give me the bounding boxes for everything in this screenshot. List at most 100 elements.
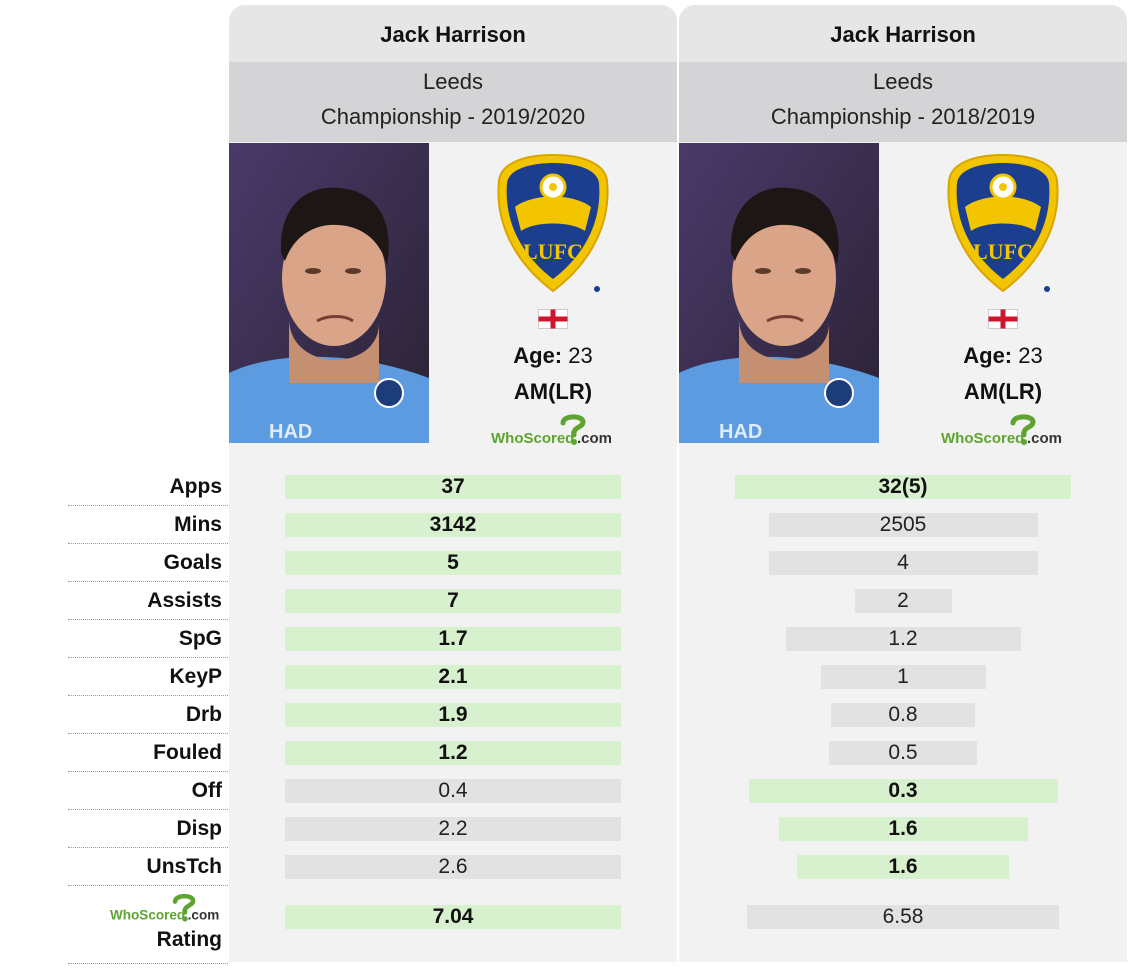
whoscored-logo-icon: WhoScored .com	[491, 413, 615, 447]
player-name[interactable]: Jack Harrison	[229, 5, 677, 62]
stat-bar	[821, 665, 986, 689]
stat-row-assists: 2	[679, 582, 1127, 620]
stat-bar	[285, 589, 621, 613]
team-name[interactable]: Leeds	[873, 69, 933, 94]
stat-label-apps[interactable]: Apps	[169, 475, 223, 498]
stat-value: 1.9	[438, 703, 468, 726]
stat-row-unstch: 2.6	[229, 848, 677, 886]
svg-text:.com: .com	[1027, 430, 1062, 447]
stat-label-drb[interactable]: Drb	[185, 703, 222, 726]
stat-value: 2505	[879, 513, 927, 536]
age-label: Age:	[963, 343, 1013, 368]
stat-label-spg[interactable]: SpG	[178, 627, 222, 650]
stat-row-goals: 4	[679, 544, 1127, 582]
stat-bar	[786, 627, 1021, 651]
svg-text:LUFC: LUFC	[523, 239, 583, 264]
stat-label-row: Assists	[68, 582, 228, 620]
player-info: LUFC Age: 23 AM(LR) WhoScored .com	[879, 143, 1127, 447]
stat-value: 0.8	[888, 703, 918, 726]
stat-row-rating: 7.04	[229, 886, 677, 962]
stat-row-drb: 0.8	[679, 696, 1127, 734]
stat-bar	[735, 475, 1071, 499]
competition-season: Championship - 2019/2020	[320, 104, 586, 129]
stat-row-apps: 32(5)	[679, 468, 1127, 506]
stat-value: 5	[447, 551, 459, 574]
player-photo: HAD	[229, 143, 429, 443]
svg-text:WhoScored: WhoScored	[941, 430, 1024, 447]
whoscored-logo-icon: WhoScored .com	[941, 413, 1065, 447]
stat-label-off[interactable]: Off	[191, 779, 222, 802]
stat-value: 6.58	[882, 905, 924, 928]
england-flag-icon	[538, 309, 568, 329]
stat-label-assists[interactable]: Assists	[147, 589, 222, 612]
stat-row-mins: 3142	[229, 506, 677, 544]
team-name[interactable]: Leeds	[423, 69, 483, 94]
age-value: 23	[1018, 343, 1043, 368]
stat-bar	[285, 665, 621, 689]
stat-label-goals[interactable]: Goals	[163, 551, 222, 574]
stat-row-spg: 1.7	[229, 620, 677, 658]
stat-bar	[855, 589, 952, 613]
stat-row-disp: 1.6	[679, 810, 1127, 848]
stat-bar	[285, 905, 621, 929]
player-name[interactable]: Jack Harrison	[679, 5, 1127, 62]
stat-label-row: Drb	[68, 696, 228, 734]
stat-value: 2.1	[438, 665, 468, 688]
svg-text:HAD: HAD	[269, 421, 312, 443]
stat-row-off: 0.3	[679, 772, 1127, 810]
stat-row-keyp: 2.1	[229, 658, 677, 696]
svg-text:WhoScored: WhoScored	[110, 908, 185, 923]
stat-label-row: UnsTch	[68, 848, 228, 886]
stat-value: 7.04	[432, 905, 474, 928]
stat-value: 1.2	[438, 741, 468, 764]
stat-row-rating: 6.58	[679, 886, 1127, 962]
stat-bar	[285, 703, 621, 727]
stat-value: 2.2	[438, 817, 468, 840]
leeds-crest-icon[interactable]: LUFC	[493, 151, 613, 299]
player-card: HAD LUFC Age: 23 AM(LR) WhoScored .com	[679, 143, 1127, 447]
stat-bar	[285, 817, 621, 841]
player-position: AM(LR)	[963, 379, 1043, 404]
player-card: HAD LUFC Age: 23 AM(LR) WhoScored .com	[229, 143, 677, 447]
svg-text:HAD: HAD	[719, 421, 762, 443]
stat-row-assists: 7	[229, 582, 677, 620]
leeds-crest-icon[interactable]: LUFC	[943, 151, 1063, 299]
stat-label-row: Fouled	[68, 734, 228, 772]
player-photo: HAD	[679, 143, 879, 443]
england-flag-icon	[988, 309, 1018, 329]
stat-label-mins[interactable]: Mins	[174, 513, 222, 536]
stat-label-disp[interactable]: Disp	[176, 817, 222, 840]
stat-value: 1.7	[438, 627, 468, 650]
stat-label-unstch[interactable]: UnsTch	[146, 855, 222, 878]
stat-row-fouled: 1.2	[229, 734, 677, 772]
player-column-1: Jack Harrison Leeds Championship - 2019/…	[229, 5, 677, 962]
stat-bar	[829, 741, 977, 765]
stat-row-mins: 2505	[679, 506, 1127, 544]
stat-value: 7	[447, 589, 459, 612]
stat-label-keyp[interactable]: KeyP	[169, 665, 222, 688]
stat-bar	[769, 513, 1038, 537]
stat-label-row: Goals	[68, 544, 228, 582]
stat-row-goals: 5	[229, 544, 677, 582]
stat-row-unstch: 1.6	[679, 848, 1127, 886]
stat-bar	[749, 779, 1058, 803]
stat-row-off: 0.4	[229, 772, 677, 810]
stat-bar	[285, 513, 621, 537]
age-label: Age:	[513, 343, 563, 368]
stat-value: 0.5	[888, 741, 918, 764]
stat-row-drb: 1.9	[229, 696, 677, 734]
stat-label-fouled[interactable]: Fouled	[153, 741, 222, 764]
stat-label-rating[interactable]: Rating	[156, 928, 222, 951]
svg-text:WhoScored: WhoScored	[491, 430, 574, 447]
stat-bar	[779, 817, 1028, 841]
player-age: Age: 23	[429, 343, 677, 369]
stat-row-spg: 1.2	[679, 620, 1127, 658]
stat-value: 2.6	[438, 855, 468, 878]
stat-bar	[285, 855, 621, 879]
team-block: Leeds Championship - 2018/2019	[679, 62, 1127, 142]
stat-bar	[285, 551, 621, 575]
stat-row-keyp: 1	[679, 658, 1127, 696]
stat-row-fouled: 0.5	[679, 734, 1127, 772]
stat-value: 1.6	[888, 817, 918, 840]
